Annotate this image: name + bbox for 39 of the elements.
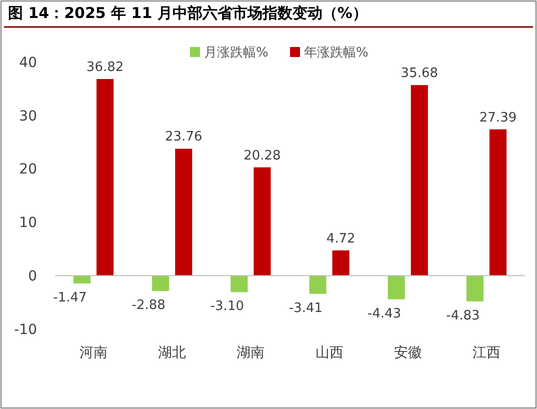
bar — [254, 167, 271, 276]
y-tick-label: 40 — [19, 54, 37, 71]
text: 23.76 — [165, 130, 202, 145]
bar — [96, 78, 114, 276]
x-tick-label: 山西 — [315, 345, 344, 361]
y-tick-label: 20 — [19, 162, 37, 178]
bar — [230, 276, 248, 292]
x-tick-label: 安徽 — [394, 345, 422, 361]
legend-label: 月涨跌幅% — [204, 46, 268, 61]
bar — [388, 276, 405, 300]
bar — [489, 129, 507, 276]
text: -1.47 — [53, 290, 87, 306]
text: -3.10 — [210, 299, 244, 314]
text: -2.88 — [132, 298, 166, 313]
bar — [410, 85, 428, 276]
x-tick-label: 湖北 — [158, 345, 186, 361]
y-tick-label: 0 — [28, 268, 37, 284]
x-tick-label: 湖南 — [236, 345, 265, 361]
chart-title: 图 14：2025 年 11 月中部六省市场指数变动（%） — [8, 4, 368, 22]
bar — [309, 276, 326, 294]
text: 35.68 — [400, 66, 438, 82]
text: 36.82 — [86, 60, 124, 75]
x-tick-label: 江西 — [472, 345, 500, 361]
text: -4.83 — [446, 308, 480, 324]
text: -4.43 — [368, 306, 402, 322]
bar — [466, 276, 484, 302]
y-tick-label: -10 — [14, 322, 37, 338]
bar — [73, 276, 91, 284]
text: 4.72 — [326, 231, 356, 246]
bar — [175, 148, 192, 276]
text: 27.39 — [479, 110, 517, 126]
y-tick-label: 10 — [19, 215, 37, 232]
y-tick-label: 30 — [19, 108, 37, 124]
bar — [332, 250, 350, 276]
legend-label: 年涨跌幅% — [304, 46, 368, 61]
text: 20.28 — [244, 148, 281, 164]
x-tick-label: 河南 — [80, 345, 108, 361]
bar — [152, 276, 170, 291]
text: -3.41 — [288, 300, 323, 316]
